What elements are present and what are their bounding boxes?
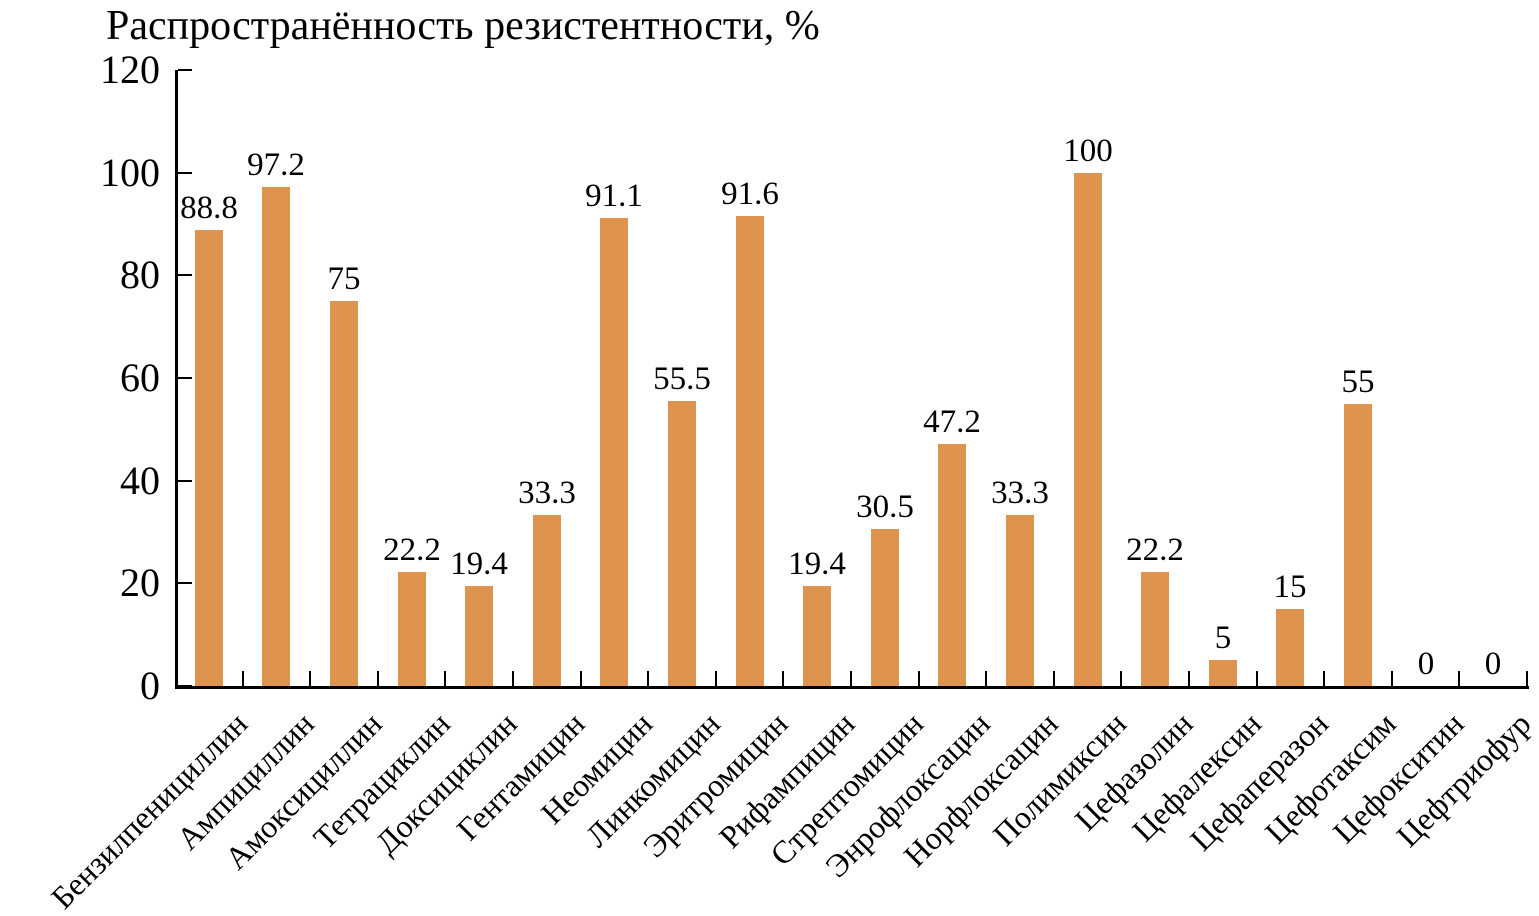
x-axis-tick (309, 671, 311, 686)
x-axis-tick (444, 671, 446, 686)
x-axis-tick (242, 671, 244, 686)
bar (1276, 609, 1304, 686)
x-axis-tick (580, 671, 582, 686)
x-axis-tick (512, 671, 514, 686)
x-axis-tick (715, 671, 717, 686)
x-axis-tick (1323, 671, 1325, 686)
bar (398, 572, 426, 686)
x-axis-tick (985, 671, 987, 686)
bar-value-label: 75 (327, 261, 361, 297)
y-axis-tick (178, 172, 192, 174)
x-axis-tick (1188, 671, 1190, 686)
bar-value-label: 100 (1063, 133, 1113, 169)
x-axis-tick (1053, 671, 1055, 686)
bar (195, 230, 223, 686)
bar-value-label: 47.2 (923, 404, 981, 440)
y-axis-tick-label: 60 (120, 355, 160, 400)
bar-value-label: 88.8 (180, 190, 238, 226)
bar-value-label: 0 (1484, 646, 1502, 682)
y-axis-tick-label: 100 (100, 150, 160, 195)
y-axis-tick (178, 377, 192, 379)
bar-value-label: 30.5 (856, 489, 914, 525)
bar (1344, 404, 1372, 686)
bar-value-label: 15 (1273, 569, 1307, 605)
x-axis-tick (1526, 671, 1528, 686)
y-axis-tick-label: 0 (140, 663, 160, 708)
bar (803, 586, 831, 686)
bar-value-label: 5 (1214, 620, 1232, 656)
y-axis-tick (178, 274, 192, 276)
bar (600, 218, 628, 686)
bar (1209, 660, 1237, 686)
bar-value-label: 0 (1417, 646, 1435, 682)
y-axis-tick (178, 480, 192, 482)
x-axis-tick (1120, 671, 1122, 686)
y-axis-tick (178, 685, 192, 687)
bar (533, 515, 561, 686)
bar (736, 216, 764, 686)
x-axis-tick (647, 671, 649, 686)
x-axis-tick (1458, 671, 1460, 686)
bar (668, 401, 696, 686)
bar-value-label: 91.6 (721, 176, 779, 212)
bar-value-label: 97.2 (247, 147, 305, 183)
x-axis-tick (377, 671, 379, 686)
bar-value-label: 22.2 (383, 532, 441, 568)
bar-value-label: 19.4 (450, 546, 508, 582)
chart-title: Распространённость резистентности, % (106, 3, 820, 49)
bar (871, 529, 899, 686)
bar (330, 301, 358, 686)
bar-value-label: 33.3 (518, 475, 576, 511)
y-axis-line (175, 70, 178, 689)
bar (1006, 515, 1034, 686)
bar-value-label: 33.3 (991, 475, 1049, 511)
bar-value-label: 55.5 (653, 361, 711, 397)
y-axis-tick (178, 69, 192, 71)
bar-value-label: 22.2 (1126, 532, 1184, 568)
x-axis-tick (782, 671, 784, 686)
y-axis-tick-label: 80 (120, 252, 160, 297)
bar (938, 444, 966, 686)
bar-value-label: 19.4 (788, 546, 846, 582)
y-axis-tick-label: 20 (120, 560, 160, 605)
x-axis-tick (850, 671, 852, 686)
y-axis-tick-label: 40 (120, 458, 160, 503)
x-axis-tick (1391, 671, 1393, 686)
bar-value-label: 91.1 (585, 178, 643, 214)
bar-value-label: 55 (1341, 364, 1375, 400)
bar (465, 586, 493, 686)
y-axis-tick (178, 582, 192, 584)
y-axis-tick-label: 120 (100, 47, 160, 92)
bar (1074, 173, 1102, 686)
x-axis-tick (1256, 671, 1258, 686)
bar (1141, 572, 1169, 686)
bar (262, 187, 290, 686)
x-axis-line (175, 686, 1529, 689)
x-axis-tick (918, 671, 920, 686)
